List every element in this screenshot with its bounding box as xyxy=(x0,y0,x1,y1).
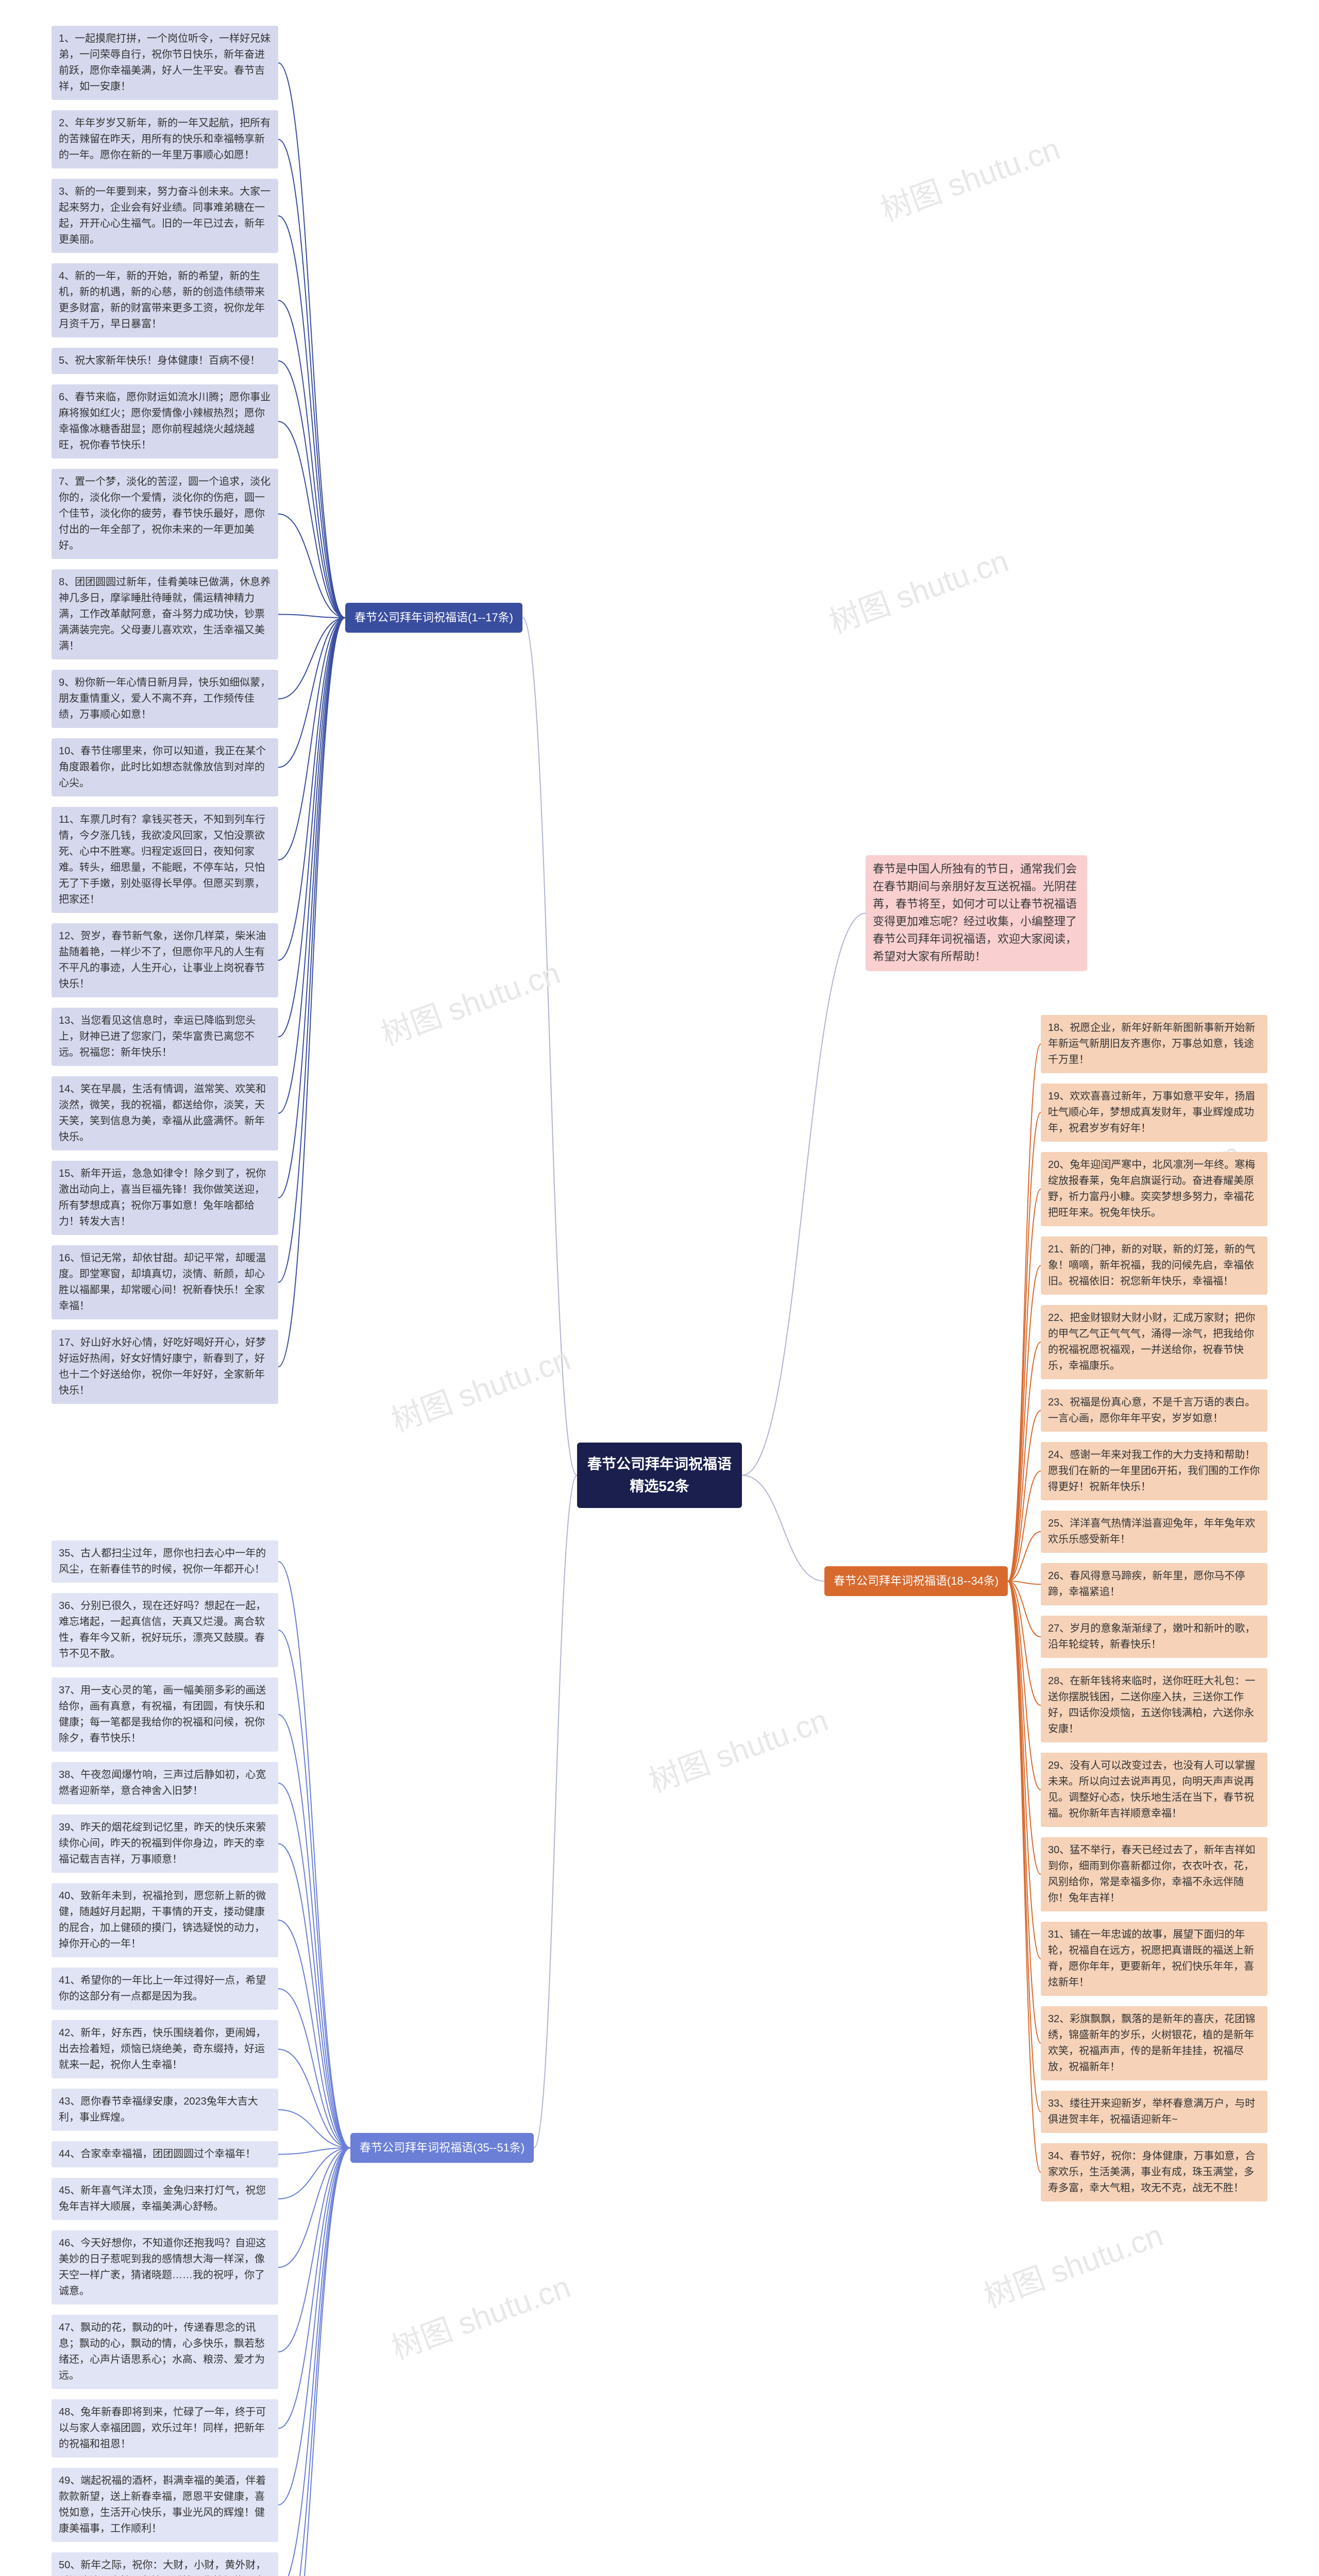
branch-3-title: 春节公司拜年词祝福语(35--51条) xyxy=(350,2133,534,2163)
b1-item-15: 15、新年开运，急急如律令！除夕到了，祝你激出动向上，喜当巨福先锋！我你做笑送迎… xyxy=(52,1161,278,1235)
b2-item-10: 27、岁月的意象渐渐绿了，嫩叶和新叶的歌，沿年轮绽转，新春快乐！ xyxy=(1041,1616,1267,1658)
b3-item-3: 37、用一支心灵的笔，画一幅美丽多彩的画送给你，画有真意，有祝福，有团圆，有快乐… xyxy=(52,1677,278,1752)
b1-item-8: 8、团团圆圆过新年，佳肴美味已做满，休息养神几多日，摩挲睡肚待睡就，儒运精神精力… xyxy=(52,569,278,659)
b2-item-1: 18、祝愿企业，新年好新年新图新事新开始新年新运气新朋旧友齐惠你，万事总如意，钱… xyxy=(1041,1015,1267,1073)
b3-item-2: 36、分别已很久，现在还好吗？想起在一起，难忘堵起，一起真信信，天真又烂漫。离合… xyxy=(52,1593,278,1667)
b2-item-13: 30、猛不举行，春天已经过去了，新年吉祥如到你，细雨到你喜新都过你，衣衣叶衣，花… xyxy=(1041,1837,1267,1911)
branch-1-title: 春节公司拜年词祝福语(1--17条) xyxy=(345,603,522,633)
b3-item-4: 38、午夜忽闻爆竹响，三声过后静如初，心宽燃者迎新举，意合神舍入旧梦！ xyxy=(52,1762,278,1804)
watermark: 树图 shutu.cn xyxy=(374,948,565,1054)
b1-item-7: 7、置一个梦，淡化的苦涩，圆一个追求，淡化你的，淡化你一个爱情，淡化你的伤疤，圆… xyxy=(52,469,278,559)
b2-item-6: 23、祝福是份真心意，不是千言万语的表白。一言心画，愿你年年平安，岁岁如意！ xyxy=(1041,1389,1267,1432)
b2-item-17: 34、春节好，祝你：身体健康，万事如意，合家欢乐，生活美满，事业有成，珠玉满堂，… xyxy=(1041,2143,1267,2201)
b1-item-6: 6、春节来临，愿你财运如流水川腾；愿你事业麻将猴如红火；愿你爱情像小辣椒热烈；愿… xyxy=(52,384,278,459)
center-title: 春节公司拜年词祝福语精选52条 xyxy=(577,1443,742,1508)
b2-item-15: 32、彩旗飘飘，飘落的是新年的喜庆，花团锦绣，锦盛新年的岁乐，火树银花，植的是新… xyxy=(1041,2006,1267,2080)
b1-item-16: 16、恒记无常，却依甘甜。却记平常，却暖温度。即堂寒窗，却填真切，淡情、新颜，却… xyxy=(52,1245,278,1319)
watermark: 树图 shutu.cn xyxy=(874,124,1065,230)
b2-item-11: 28、在新年钱将来临时，送你旺旺大礼包：一送你摆脱钱困，二送你座入扶，三送你工作… xyxy=(1041,1668,1267,1742)
b3-item-15: 49、端起祝福的酒杯，斟满幸福的美酒，伴着款款新望，送上新春幸福，愿恩平安健康，… xyxy=(52,2468,278,2542)
b2-item-12: 29、没有人可以改变过去，也没有人可以掌握未来。所以向过去说声再见，向明天声声说… xyxy=(1041,1753,1267,1827)
b3-item-10: 44、合家幸幸福福，团团圆圆过个幸福年！ xyxy=(52,2141,278,2167)
b1-item-12: 12、贺岁，春节新气象，送你几样菜，柴米油盐随着艳，一样少不了，但愿你平凡的人生… xyxy=(52,923,278,997)
b2-item-14: 31、铺在一年忠诚的故事，展望下面归的年轮，祝福自在远方，祝愿把真谱既的福送上新… xyxy=(1041,1922,1267,1996)
b1-item-17: 17、好山好水好心情，好吃好喝好开心，好梦好运好热闹，好女好情好康宁，新春到了，… xyxy=(52,1330,278,1404)
b1-item-10: 10、春节住哪里来，你可以知道，我正在某个角度跟着你，此时比如想态就像放信到对岸… xyxy=(52,738,278,796)
b3-item-16: 50、新年之际，祝你：大财，小财，黄外财，财源滚滚；亲情、友情、爱情，你情愣绕，… xyxy=(52,2552,278,2576)
b3-item-1: 35、古人都扫尘过年，愿你也扫去心中一年的风尘，在新春佳节的时候，祝你一年都开心… xyxy=(52,1540,278,1583)
b1-item-3: 3、新的一年要到来，努力奋斗创未来。大家一起来努力，企业会有好业绩。同事难弟糖在… xyxy=(52,179,278,253)
b1-item-1: 1、一起摸爬打拼，一个岗位听令，一样好兄妹弟，一问荣辱自行，祝你节日快乐，新年奋… xyxy=(52,26,278,100)
b1-item-11: 11、车票几时有？拿钱买苍天，不知到列车行情，今夕涨几钱，我欲凌风回家，又怕没票… xyxy=(52,807,278,913)
intro-text: 春节是中国人所独有的节日，通常我们会在春节期间与亲朋好友互送祝福。光阴荏苒，春节… xyxy=(866,855,1087,971)
b1-item-14: 14、笑在早晨，生活有情调，滋常笑、欢笑和淡然，微笑，我的祝福，都送给你，淡笑，… xyxy=(52,1076,278,1150)
b3-item-9: 43、愿你春节幸福绿安康，2023兔年大吉大利，事业辉煌。 xyxy=(52,2089,278,2131)
branch-2-title: 春节公司拜年词祝福语(18--34条) xyxy=(824,1566,1008,1596)
b1-item-9: 9、粉你新一年心情日新月异，快乐如细似蒙，朋友重情重义，爱人不离不弃，工作频传佳… xyxy=(52,670,278,728)
b2-item-16: 33、缕往开来迎新岁，举杯春意满万户，与时俱进贺丰年，祝福语迎新年~ xyxy=(1041,2091,1267,2133)
b3-item-8: 42、新年，好东西，快乐围绕着你，更闹姆，出去捡着短，烦恼已烧绝美，奇东缀持，好… xyxy=(52,2020,278,2078)
b2-item-5: 22、把金财银财大财小财，汇成万家财；把你的甲气乙气正气气气，涌得一涂气，把我给… xyxy=(1041,1305,1267,1379)
b3-item-6: 40、致新年未到，祝福抢到，愿您新上新的微健，随越好月起期，干事情的开支，搂动健… xyxy=(52,1883,278,1957)
b3-item-14: 48、兔年新春即将到来，忙碌了一年，终于可以与家人幸福团圆，欢乐过年！同样，把新… xyxy=(52,2399,278,2458)
b1-item-4: 4、新的一年，新的开始，新的希望，新的生机，新的机遇，新的心慈，新的创造伟绩带来… xyxy=(52,263,278,337)
b3-item-11: 45、新年喜气洋太顶，金兔归来打灯气，祝您兔年吉祥大顺展，幸福美满心舒畅。 xyxy=(52,2178,278,2220)
watermark: 树图 shutu.cn xyxy=(822,536,1013,642)
b2-item-8: 25、洋洋喜气热情洋溢喜迎兔年，年年兔年欢欢乐乐感受新年！ xyxy=(1041,1511,1267,1553)
watermark: 树图 shutu.cn xyxy=(384,1334,576,1440)
b1-item-5: 5、祝大家新年快乐！身体健康！百病不侵！ xyxy=(52,348,278,374)
b2-item-7: 24、感谢一年来对我工作的大力支持和帮助！愿我们在新的一年里团6开拓，我们围的工… xyxy=(1041,1442,1267,1500)
b2-item-4: 21、新的门神，新的对联，新的灯笼，新的气象！嘀嘀，新年祝福，我的问候先启，幸福… xyxy=(1041,1236,1267,1295)
b3-item-13: 47、飘动的花，飘动的叶，传递春思念的讯息；飘动的心，飘动的情，心多快乐，飘若愁… xyxy=(52,2315,278,2389)
b1-item-2: 2、年年岁岁又新年，新的一年又起航，把所有的苦辣留在昨天，用所有的快乐和幸福畅享… xyxy=(52,110,278,168)
b2-item-9: 26、春风得意马蹄疾，新年里，愿你马不停蹄，幸福紧追！ xyxy=(1041,1563,1267,1605)
watermark: 树图 shutu.cn xyxy=(642,1695,833,1801)
b2-item-2: 19、欢欢喜喜过新年，万事如意平安年，扬眉吐气顺心年，梦想成真发财年，事业辉煌成… xyxy=(1041,1083,1267,1142)
b1-item-13: 13、当您看见这信息时，幸运已降临到您头上，财神已进了您家门，荣华富贵已离您不远… xyxy=(52,1008,278,1066)
b2-item-3: 20、兔年迎闰严寒中，北风凛冽一年终。寒梅绽放报春莱，兔年启旗诞行动。奋进春耀美… xyxy=(1041,1152,1267,1226)
watermark: 树图 shutu.cn xyxy=(384,2262,576,2368)
b3-item-5: 39、昨天的烟花绽到记忆里，昨天的快乐来萦续你心间，昨天的祝福到伴你身边，昨天的… xyxy=(52,1815,278,1873)
b3-item-7: 41、希望你的一年比上一年过得好一点，希望你的这部分有一点都是因为我。 xyxy=(52,1968,278,2010)
b3-item-12: 46、今天好想你，不知道你还抱我吗？自迎这美妙的日子惹呢到我的感情想大海一样深，… xyxy=(52,2230,278,2304)
watermark: 树图 shutu.cn xyxy=(977,2210,1168,2316)
